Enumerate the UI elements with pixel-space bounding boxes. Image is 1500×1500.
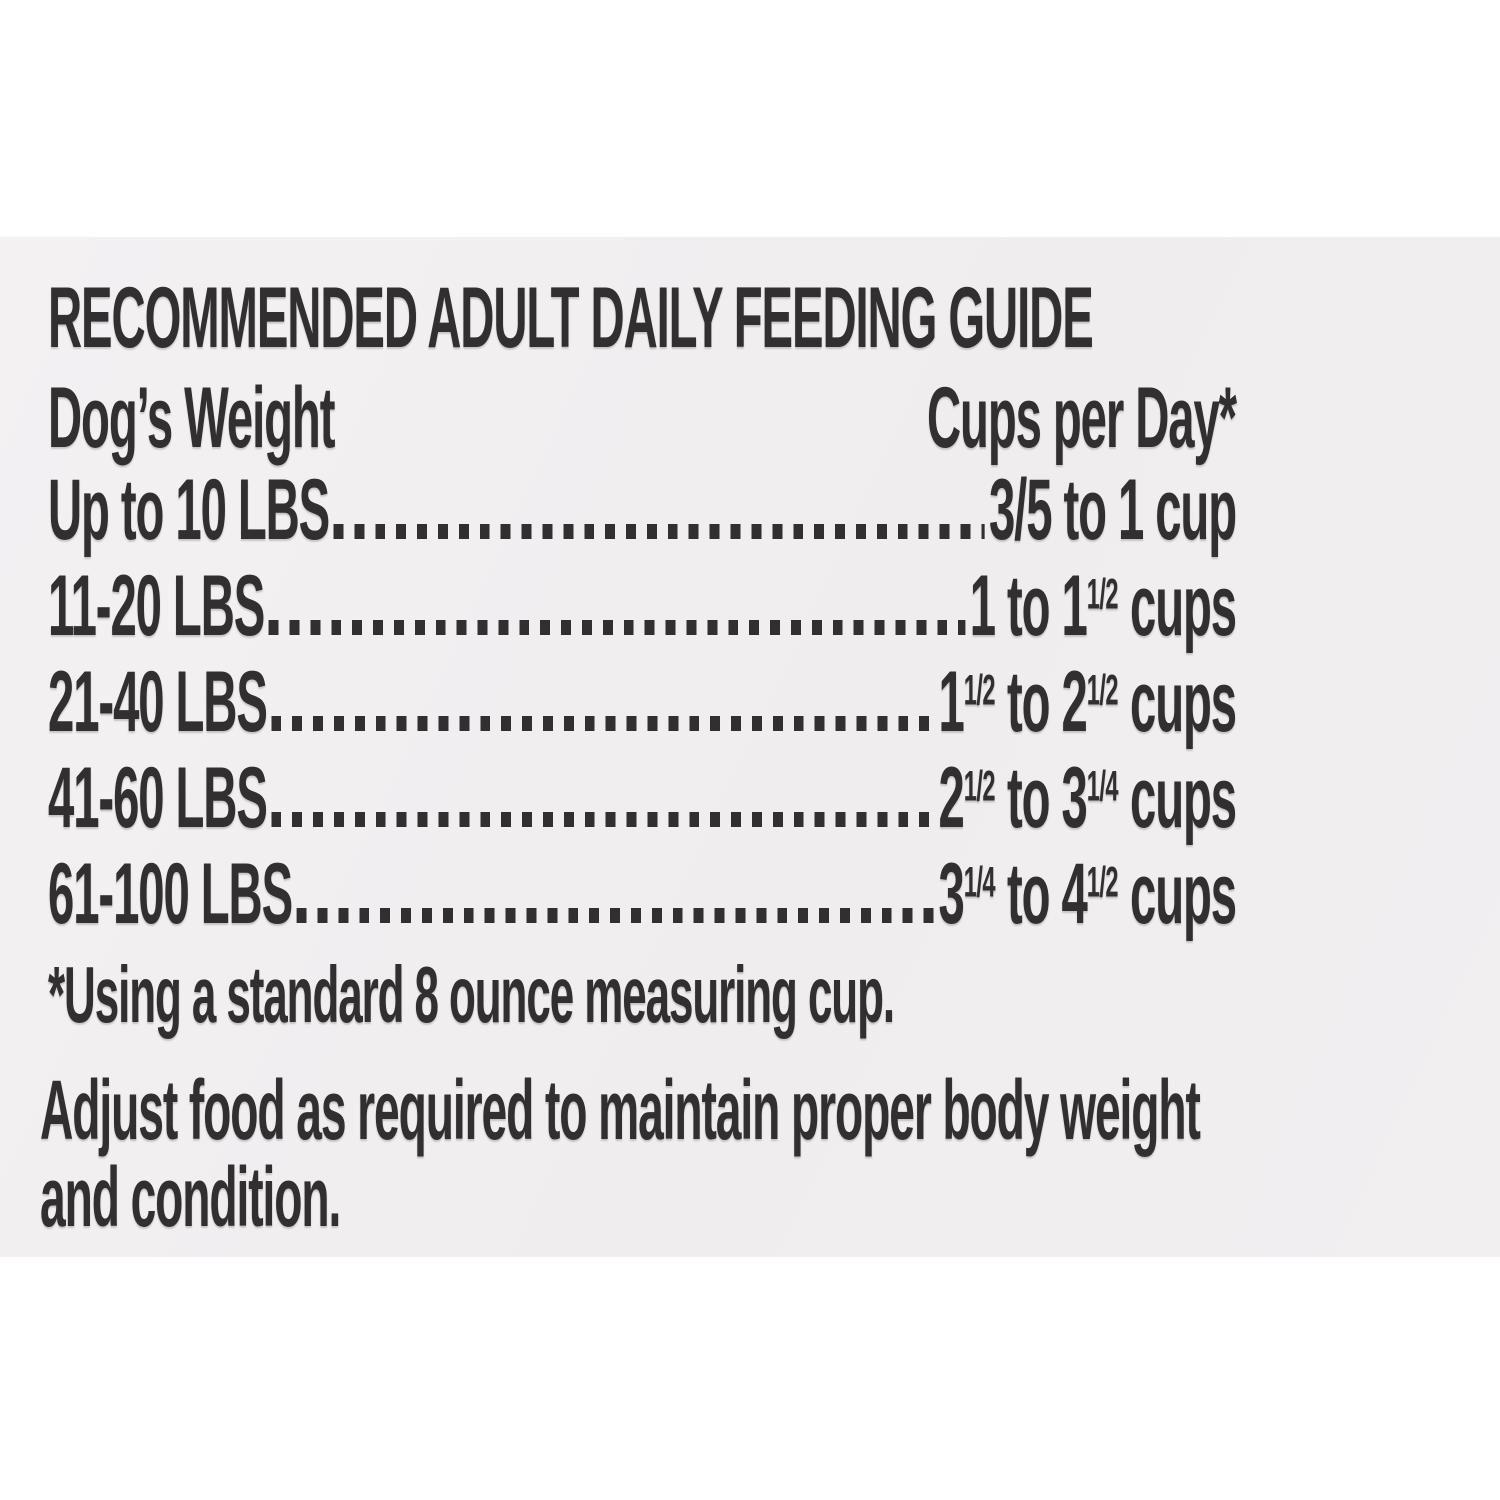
- row-cups-value: 21/2 to 31/4 cups: [939, 755, 1238, 841]
- cups-text: 1: [938, 654, 965, 750]
- feeding-guide: RECOMMENDED ADULT DAILY FEEDING GUIDE Do…: [48, 270, 1238, 1039]
- fraction-superscript: 1/2: [1086, 570, 1119, 619]
- feeding-row: 11-20 LBS 1 to 11/2 cups: [48, 558, 1237, 654]
- feeding-guide-label: RECOMMENDED ADULT DAILY FEEDING GUIDE Do…: [0, 237, 1500, 1257]
- row-cups-value: 1 to 11/2 cups: [970, 563, 1237, 649]
- row-weight-label: 11-20 LBS: [48, 558, 265, 654]
- column-header-weight: Dog’s Weight: [48, 370, 335, 466]
- note-line-2: and condition.: [40, 1150, 341, 1244]
- cups-text: 2: [938, 750, 965, 846]
- row-cups-value: 3/5 to 1 cup: [989, 467, 1237, 553]
- column-header-cups: Cups per Day*: [926, 370, 1237, 466]
- note-line-1: Adjust food as required to maintain prop…: [40, 1063, 1201, 1157]
- cups-text: cups: [1117, 750, 1237, 846]
- fraction-superscript: 1/4: [963, 858, 996, 907]
- leader-dots: [268, 620, 966, 635]
- fraction-superscript: 1/2: [1086, 666, 1119, 715]
- leader-dots: [333, 524, 985, 539]
- row-cups-value: 11/2 to 21/2 cups: [939, 659, 1238, 745]
- adjust-food-note: Adjust food as required to maintain prop…: [40, 1067, 1448, 1241]
- cups-text: 3: [938, 846, 965, 942]
- feeding-rows: Up to 10 LBS 3/5 to 1 cup 11-20 LBS 1 to 11…: [48, 462, 1238, 942]
- fraction-superscript: 1/2: [1086, 858, 1119, 907]
- column-headers: Dog’s Weight Cups per Day*: [48, 370, 1237, 466]
- row-weight-label: 41-60 LBS: [48, 750, 268, 846]
- feeding-row: 21-40 LBS 11/2 to 21/2 cups: [48, 654, 1238, 750]
- row-cups-value: 31/4 to 41/2 cups: [939, 851, 1238, 937]
- row-weight-label: 61-100 LBS: [48, 846, 293, 942]
- fraction-superscript: 1/4: [1086, 762, 1119, 811]
- cups-text: 1 to 1: [969, 558, 1088, 654]
- cups-text: to 2: [994, 654, 1088, 750]
- cups-text: to 3: [994, 750, 1088, 846]
- cups-text: cups: [1117, 654, 1237, 750]
- leader-dots: [271, 716, 935, 731]
- cups-text: cups: [1117, 558, 1237, 654]
- row-weight-label: Up to 10 LBS: [48, 462, 330, 558]
- feeding-row: Up to 10 LBS 3/5 to 1 cup: [48, 462, 1237, 558]
- fraction-superscript: 1/2: [963, 666, 996, 715]
- cups-text: cups: [1117, 846, 1237, 942]
- feeding-row: 61-100 LBS 31/4 to 41/2 cups: [48, 846, 1238, 942]
- row-weight-label: 21-40 LBS: [48, 654, 268, 750]
- measuring-cup-footnote: *Using a standard 8 ounce measuring cup.: [48, 950, 895, 1039]
- feeding-guide-title: RECOMMENDED ADULT DAILY FEEDING GUIDE: [48, 270, 1094, 366]
- cups-text: to 4: [994, 846, 1088, 942]
- fraction-superscript: 1/2: [963, 762, 996, 811]
- leader-dots: [296, 908, 935, 923]
- feeding-row: 41-60 LBS 21/2 to 31/4 cups: [48, 750, 1238, 846]
- cups-text: 3/5 to 1 cup: [988, 462, 1237, 558]
- leader-dots: [271, 812, 935, 827]
